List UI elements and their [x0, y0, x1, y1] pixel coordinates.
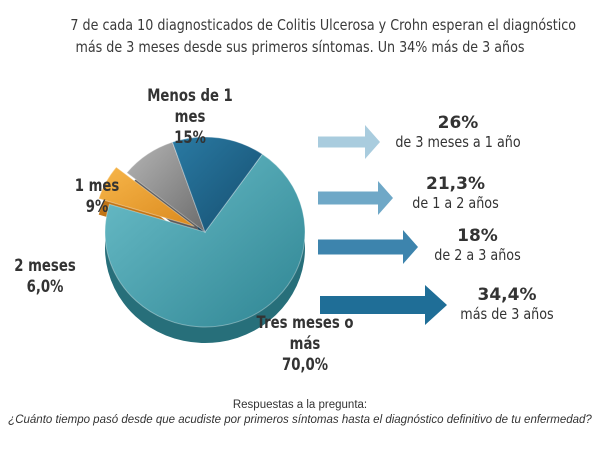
arrow-range: más de 3 años: [460, 305, 554, 323]
arrow-3: [318, 230, 418, 264]
slice-1-mes: [126, 141, 207, 234]
arrow-2: [318, 181, 393, 215]
title-line-1: 7 de cada 10 diagnosticados de Colitis U…: [70, 16, 577, 34]
footer-intro: Respuestas a la pregunta:: [232, 399, 368, 411]
slice-menos-1-mes: [171, 136, 264, 234]
arrow-value: 21,3%: [426, 174, 485, 194]
arrow-value: 18%: [457, 226, 498, 246]
arrow-range: de 1 a 2 años: [412, 194, 499, 212]
slice-name: Tres meses o más: [256, 313, 354, 354]
slice-name: 1 mes: [74, 176, 120, 196]
arrow-label-4: 34,4% más de 3 años: [432, 285, 582, 324]
slice-name: 2 meses: [14, 256, 76, 276]
arrow-1: [318, 125, 380, 159]
slice-tres-meses: [104, 153, 306, 328]
slice-name: Menos de 1 mes: [147, 86, 233, 127]
footer-note: Respuestas a la pregunta: ¿Cuánto tiempo…: [0, 398, 600, 428]
slice-label-menos-1-mes: Menos de 1 mes 15%: [139, 86, 240, 149]
arrow-4: [320, 285, 447, 325]
slice-label-tres-meses: Tres meses o más 70,0%: [243, 313, 368, 376]
title-line-2: más de 3 meses desde sus primeros síntom…: [75, 38, 525, 56]
arrow-value: 26%: [437, 113, 479, 133]
slice-label-2-meses: 2 meses 6,0%: [14, 256, 76, 298]
slice-value: 15%: [174, 128, 206, 148]
slice-value: 6,0%: [26, 277, 64, 297]
slice-value: 70,0%: [281, 355, 328, 375]
slice-2-meses: [98, 166, 195, 227]
arrow-range: de 2 a 3 años: [434, 246, 521, 264]
arrow-label-3: 18% de 2 a 3 años: [405, 226, 550, 265]
arrow-value: 34,4%: [477, 285, 537, 305]
slice-label-1-mes: 1 mes 9%: [70, 176, 125, 218]
chart-title: 7 de cada 10 diagnosticados de Colitis U…: [70, 14, 577, 58]
footer-question: ¿Cuánto tiempo pasó desde que acudiste p…: [8, 414, 592, 426]
arrow-label-1: 26% de 3 meses a 1 año: [378, 113, 538, 152]
arrow-label-2: 21,3% de 1 a 2 años: [383, 174, 528, 213]
arrow-range: de 3 meses a 1 año: [395, 133, 521, 151]
slice-value: 9%: [85, 197, 109, 217]
